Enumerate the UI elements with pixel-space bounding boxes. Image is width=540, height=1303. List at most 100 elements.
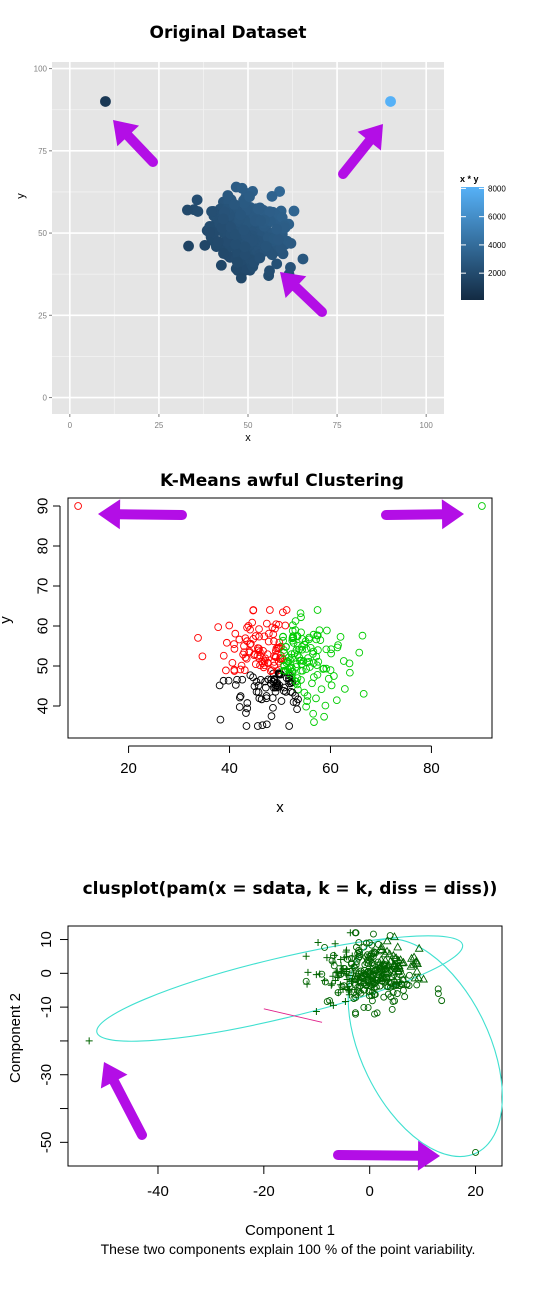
data-point [243, 704, 252, 713]
data-point [295, 656, 304, 665]
y-tick-label: 40 [34, 698, 51, 715]
data-point [343, 967, 351, 975]
data-point [298, 645, 306, 654]
data-points [74, 502, 486, 730]
data-point [269, 703, 277, 712]
data-point [342, 948, 350, 956]
x-axis-ticks: -40 -20 0 20 [147, 1165, 484, 1200]
legend-ticks: 2000 4000 6000 8000 [461, 184, 506, 278]
data-point [285, 262, 296, 273]
data-point [273, 681, 281, 689]
data-point [228, 658, 237, 667]
data-point [384, 960, 394, 969]
y-tick-label: 50 [34, 658, 51, 675]
data-point [288, 688, 297, 697]
data-point [198, 652, 207, 661]
data-point [355, 951, 363, 959]
data-point [252, 677, 261, 686]
data-point [272, 644, 281, 653]
data-point [391, 965, 399, 973]
data-point [275, 243, 287, 254]
data-point [219, 676, 228, 685]
data-point [230, 238, 241, 250]
y-axis-ticks: 0 25 50 75 100 [34, 65, 52, 403]
data-point [256, 676, 265, 684]
data-point [279, 608, 287, 617]
kmeans-chart: K-Means awful Clustering 20 40 60 80 40 50 60… [0, 471, 493, 816]
cluster-ellipse [347, 938, 503, 1158]
y-tick-label: 60 [34, 618, 51, 635]
data-point [222, 666, 230, 675]
data-point [354, 973, 362, 981]
data-point [286, 687, 295, 696]
data-point [434, 990, 442, 998]
data-point [310, 718, 318, 726]
data-point [216, 715, 225, 724]
data-point [368, 997, 376, 1005]
data-point [297, 676, 305, 684]
legend-tick-label: 4000 [488, 241, 506, 250]
data-point [410, 973, 420, 982]
data-point [312, 1008, 320, 1016]
data-point [244, 621, 253, 630]
data-point [309, 630, 318, 639]
arrow-head [100, 1062, 128, 1089]
data-point [394, 955, 404, 964]
data-point [289, 639, 298, 647]
x-tick-label: 0 [68, 421, 73, 430]
data-point [217, 213, 229, 225]
data-point [215, 259, 227, 271]
data-points [100, 96, 396, 284]
legend-colorbar [461, 187, 484, 300]
arrow-head [357, 124, 383, 151]
data-point [271, 624, 279, 633]
data-point [330, 672, 338, 680]
data-point [320, 712, 328, 721]
chart-title: Original Dataset [150, 23, 307, 43]
data-point [241, 634, 250, 643]
data-point [408, 959, 418, 968]
data-point [323, 626, 331, 635]
data-point [401, 993, 409, 1001]
data-point [348, 952, 356, 960]
data-point [236, 692, 245, 701]
data-point [336, 633, 345, 641]
data-point [225, 621, 234, 630]
plot-box [67, 925, 503, 1167]
data-point [364, 1004, 372, 1012]
data-point [322, 645, 331, 654]
data-point [374, 958, 382, 966]
data-point [261, 683, 270, 692]
y-axis-label: Component 2 [7, 993, 24, 1083]
data-point [240, 642, 248, 650]
data-point [275, 681, 284, 690]
data-point [379, 972, 389, 981]
data-point [286, 656, 294, 664]
data-point [230, 640, 238, 648]
data-point [264, 206, 276, 218]
data-point [406, 961, 416, 970]
data-point [303, 697, 311, 705]
data-point [321, 978, 329, 986]
data-point [309, 709, 317, 718]
data-point [230, 667, 239, 675]
data-point [374, 973, 381, 981]
data-point [331, 951, 339, 959]
arrow-head [441, 499, 464, 530]
y-axis-ticks: 10 0 -10 -30 -50 [38, 931, 69, 1153]
data-point [339, 965, 347, 973]
y-tick-label: 0 [38, 969, 55, 977]
data-point [358, 631, 367, 640]
data-point [183, 240, 194, 252]
data-point [324, 674, 333, 683]
data-point [352, 929, 360, 937]
y-tick-label: -30 [38, 1064, 55, 1086]
x-tick-label: -20 [253, 1183, 275, 1200]
data-point [341, 998, 349, 1006]
outlier-point [100, 96, 111, 107]
x-tick-label: -40 [147, 1183, 169, 1200]
data-point [393, 990, 401, 998]
data-point [288, 621, 297, 630]
data-point [339, 657, 348, 665]
data-point [419, 974, 429, 983]
